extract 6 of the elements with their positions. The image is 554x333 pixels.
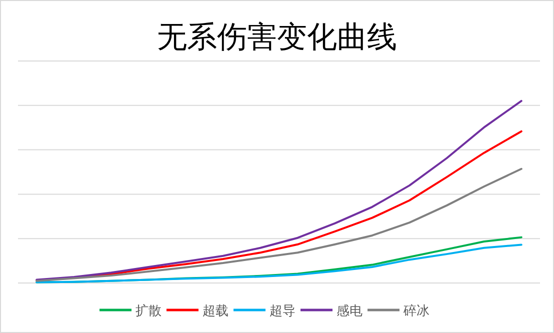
chart-title: 无系伤害变化曲线	[157, 20, 397, 55]
legend-label: 超导	[270, 304, 296, 319]
legend-label: 超载	[202, 304, 228, 319]
legend-label: 扩散	[136, 304, 162, 319]
legend-label: 碎冰	[402, 304, 430, 319]
legend-label: 感电	[336, 304, 362, 319]
